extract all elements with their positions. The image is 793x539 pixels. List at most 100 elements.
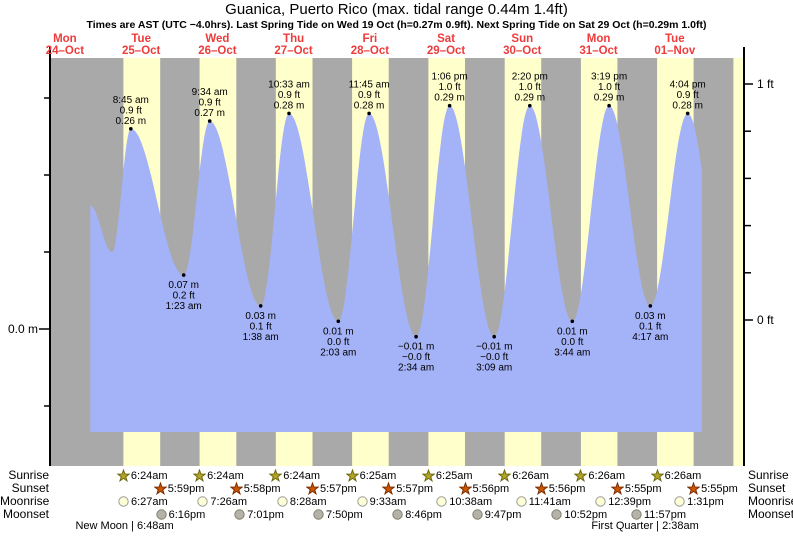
day-weekday-label: Sun: [511, 33, 533, 45]
high-tide-dot: [367, 111, 371, 116]
moonset-time: 6:16pm: [168, 508, 206, 521]
tide-annotation-line: 0.9 ft: [358, 90, 380, 101]
tide-annotation-line: 0.28 m: [354, 100, 385, 111]
moonset-event: 7:50pm: [312, 508, 363, 521]
moonset-circle-icon: [155, 509, 167, 520]
sunrise-time: 6:24am: [207, 469, 244, 482]
sunset-star-icon: [153, 482, 167, 495]
moonset-time: 11:57pm: [644, 508, 686, 521]
moonset-time: 8:46pm: [405, 508, 442, 521]
sunset-time: 5:57pm: [396, 482, 433, 495]
tide-annotation-line: 11:45 am: [349, 79, 390, 90]
moonset-row-label-left: Moonset: [2, 507, 49, 521]
day-date-label: 28–Oct: [351, 45, 390, 57]
sunset-star-icon: [687, 482, 701, 495]
moonrise-circle-icon: [516, 496, 527, 507]
sunrise-event: 6:24am: [269, 469, 320, 482]
moonset-circle-icon: [234, 509, 245, 520]
moonset-event: 6:16pm: [155, 508, 206, 521]
sunset-event: 5:57pm: [382, 482, 433, 495]
tide-annotation-line: 0.0 ft: [561, 337, 583, 348]
tide-annotation-line: 0.28 m: [274, 100, 305, 111]
low-tide-dot: [414, 334, 418, 339]
sunrise-time: 6:24am: [130, 469, 168, 482]
tide-annotation-line: 0.9 ft: [278, 90, 300, 101]
sunset-time: 5:59pm: [167, 482, 205, 495]
day-weekday-label: Thu: [283, 33, 304, 45]
moonrise-circle-icon: [674, 496, 685, 507]
day-date-label: 01–Nov: [654, 45, 696, 57]
sunrise-time: 6:25am: [435, 469, 473, 482]
sunrise-time: 6:25am: [359, 469, 397, 482]
moonset-circle-icon: [631, 509, 642, 520]
high-tide-dot: [129, 127, 133, 131]
moonset-event: 8:46pm: [391, 508, 442, 521]
new-moon-caption: New Moon | 6:48am: [75, 520, 174, 532]
tide-annotation-line: 1.0 ft: [438, 82, 460, 93]
sunrise-event: 6:26am: [498, 469, 549, 482]
moonrise-circle-icon: [356, 496, 368, 507]
sunrise-event: 6:25am: [345, 469, 397, 482]
tide-annotation-line: 0.03 m: [245, 311, 276, 322]
tide-annotation-line: 0.9 ft: [120, 105, 142, 116]
tide-annotation-line: 0.1 ft: [250, 321, 272, 332]
low-tide-dot: [181, 273, 186, 277]
moonrise-event: 11:41am: [515, 495, 571, 508]
sunrise-star-icon: [116, 469, 130, 482]
sunset-time: 5:57pm: [320, 482, 357, 495]
moonrise-circle-icon: [277, 496, 288, 507]
day-date-label: 26–Oct: [198, 45, 237, 57]
high-tide-dot: [528, 103, 532, 108]
tide-annotation-line: 0.29 m: [515, 93, 546, 104]
sunset-time: 5:55pm: [701, 482, 738, 495]
low-tide-dot: [492, 334, 497, 339]
sunrise-row-label-left: Sunrise: [8, 468, 49, 482]
moonrise-circle-icon: [436, 496, 447, 507]
sunrise-row-label-right: Sunrise: [748, 468, 789, 482]
high-tide-dot: [447, 103, 452, 108]
day-date-label: 27–Oct: [274, 45, 313, 57]
sunset-row-label-right: Sunset: [748, 481, 786, 495]
sunrise-time: 6:26am: [512, 469, 549, 482]
moonrise-row: 6:27am 7:26am 8:28am 9:33am 10:38am 11:41am 12…: [0, 495, 793, 508]
page-subtitle: Times are AST (UTC −4.0hrs). Last Spring…: [86, 19, 707, 31]
day-date-label: 31–Oct: [579, 45, 618, 57]
sunset-row: 5:59pm 5:58pm 5:57pm 5:57pm 5:56pm 5:56pm 5:55…: [0, 482, 793, 495]
sunrise-time: 6:26am: [588, 469, 626, 482]
moonrise-row-label-right: Moonrise: [748, 494, 793, 508]
tide-annotation-line: 4:04 pm: [670, 79, 706, 90]
sunrise-star-icon: [345, 469, 359, 482]
moonrise-time: 6:27am: [131, 495, 168, 508]
moonrise-circle-icon: [595, 496, 606, 507]
right-axis-0ft-label: 0 ft: [757, 313, 774, 327]
tide-annotation-line: 0.1 ft: [639, 321, 661, 332]
tide-annotation-line: 3:09 am: [476, 363, 512, 374]
tide-annotation-line: 0.26 m: [116, 116, 147, 127]
moonrise-time: 9:33am: [369, 495, 407, 508]
sunset-event: 5:58pm: [229, 482, 281, 495]
tide-area: [90, 105, 702, 432]
sunset-star-icon: [610, 482, 624, 495]
moonset-row-label-right: Moonset: [748, 507, 793, 521]
moonset-event: 7:01pm: [233, 508, 284, 521]
tide-annotation-line: 8:45 am: [113, 95, 149, 106]
right-axis-1ft-label: 1 ft: [757, 77, 774, 91]
sunrise-star-icon: [650, 469, 664, 482]
moonset-event: 10:52pm: [550, 508, 607, 521]
tide-annotation-line: 0.9 ft: [677, 90, 699, 101]
sunset-event: 5:55pm: [687, 482, 738, 495]
high-tide-dot: [287, 111, 291, 116]
moonset-time: 7:01pm: [247, 508, 284, 521]
sunrise-event: 6:24am: [116, 469, 168, 482]
low-tide-dot: [336, 319, 341, 324]
sunset-time: 5:58pm: [243, 482, 281, 495]
first-quarter-caption: First Quarter | 2:38am: [591, 520, 699, 532]
moonset-time: 7:50pm: [326, 508, 363, 521]
tide-annotation-line: 1:06 pm: [432, 72, 468, 83]
low-tide-dot: [570, 319, 575, 324]
sunset-time: 5:56pm: [472, 482, 510, 495]
moonrise-event: 8:28am: [276, 495, 327, 508]
tide-annotation-line: −0.0 ft: [402, 352, 430, 363]
